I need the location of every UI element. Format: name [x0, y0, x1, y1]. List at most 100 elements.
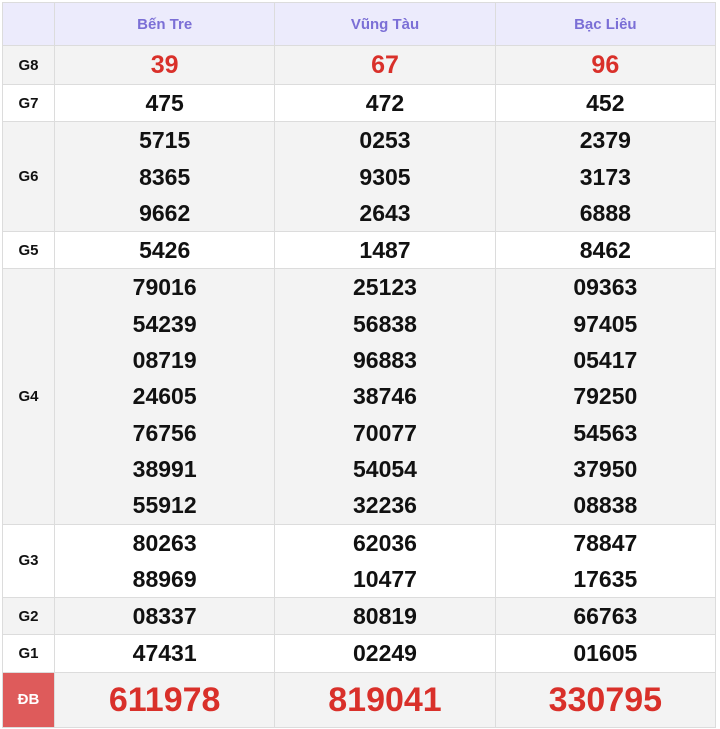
prize-number: 8462	[579, 237, 631, 264]
prize-cell: 80263 88969	[53, 523, 276, 599]
prize-cell: 47431	[53, 634, 276, 673]
prize-number: 10477	[353, 565, 417, 592]
prize-label: G8	[2, 45, 55, 85]
prize-number: 39	[150, 50, 179, 79]
prize-number: 1487	[359, 237, 411, 264]
prize-number: 38991	[132, 455, 197, 482]
prize-label: G3	[2, 523, 55, 599]
prize-number: 08719	[132, 347, 197, 374]
prize-number: 08337	[132, 603, 197, 630]
province-header: Bến Tre	[53, 2, 276, 46]
prize-number: 96	[591, 50, 620, 79]
prize-number: 55912	[132, 492, 197, 519]
prize-number: 9305	[359, 163, 411, 190]
prize-number: 78847	[573, 529, 638, 556]
prize-label: G5	[2, 231, 55, 270]
prize-number: 67	[371, 50, 399, 79]
prize-row: G6 5715 8365 9662 0253 9305 2643 2379 3173 6888	[2, 121, 717, 233]
prize-number: 97405	[573, 310, 638, 337]
prize-cell: 96	[494, 45, 717, 85]
prize-cell: 79016 54239 08719 24605 76756 38991 55912	[53, 268, 276, 525]
prize-cell: 819041	[274, 671, 496, 728]
prize-number: 54563	[573, 419, 638, 446]
prize-number: 0253	[359, 127, 411, 154]
prize-number: 9662	[139, 199, 191, 226]
prize-label: G2	[2, 597, 55, 636]
prize-number: 79250	[573, 383, 638, 410]
prize-number: 02249	[353, 640, 417, 667]
prize-cell: 01605	[494, 634, 717, 673]
prize-cell: 1487	[274, 231, 496, 270]
prize-row: G7 475 472 452	[2, 83, 717, 123]
prize-number: 17635	[573, 565, 638, 592]
prize-number: 5715	[139, 127, 191, 154]
prize-number: 62036	[353, 529, 417, 556]
prize-number: 330795	[548, 680, 663, 719]
prize-number: 54054	[353, 455, 417, 482]
header-row: Bến Tre Vũng Tàu Bạc Liêu	[2, 2, 717, 46]
prize-label: G1	[2, 634, 55, 673]
prize-cell: 2379 3173 6888	[494, 121, 717, 233]
prize-number: 5426	[139, 237, 191, 264]
prize-cell: 5426	[53, 231, 276, 270]
prize-number: 611978	[108, 680, 221, 719]
prize-cell: 67	[274, 45, 496, 85]
prize-number: 05417	[573, 347, 638, 374]
prize-cell: 0253 9305 2643	[274, 121, 496, 233]
prize-number: 32236	[353, 492, 417, 519]
prize-number: 66763	[573, 603, 638, 630]
prize-row: G2 08337 80819 66763	[2, 597, 717, 636]
province-header: Bạc Liêu	[494, 2, 717, 46]
prize-number: 47431	[132, 640, 197, 667]
prize-label: G6	[2, 121, 55, 233]
province-header: Vũng Tàu	[274, 2, 496, 46]
prize-cell: 452	[494, 83, 717, 123]
prize-number: 3173	[579, 163, 631, 190]
prize-number: 2643	[359, 199, 411, 226]
prize-number: 819041	[328, 680, 442, 719]
prize-number: 54239	[132, 310, 197, 337]
prize-row: ĐB 611978 819041 330795	[2, 671, 717, 728]
prize-number: 96883	[353, 347, 417, 374]
prize-cell: 80819	[274, 597, 496, 636]
prize-number: 475	[145, 90, 184, 116]
prize-number: 37950	[573, 455, 638, 482]
prize-cell: 5715 8365 9662	[53, 121, 276, 233]
prize-cell: 02249	[274, 634, 496, 673]
prize-number: 70077	[353, 419, 417, 446]
corner-cell	[2, 2, 55, 46]
prize-number: 88969	[132, 565, 197, 592]
prize-number: 38746	[353, 383, 417, 410]
prize-number: 79016	[132, 274, 197, 301]
prize-cell: 25123 56838 96883 38746 70077 54054 32236	[274, 268, 496, 525]
prize-number: 08838	[573, 492, 638, 519]
prize-cell: 8462	[494, 231, 717, 270]
prize-cell: 78847 17635	[494, 523, 717, 599]
prize-number: 6888	[579, 199, 631, 226]
prize-number: 76756	[132, 419, 197, 446]
prize-row: G4 79016 54239 08719 24605 76756 38991 55912 251…	[2, 268, 717, 525]
prize-cell: 62036 10477	[274, 523, 496, 599]
prize-number: 80819	[353, 603, 417, 630]
prize-number: 2379	[579, 127, 631, 154]
prize-number: 8365	[139, 163, 191, 190]
prize-row: G5 5426 1487 8462	[2, 231, 717, 270]
prize-number: 452	[586, 90, 625, 116]
prize-cell: 66763	[494, 597, 717, 636]
prize-cell: 330795	[494, 671, 717, 728]
prize-cell: 472	[274, 83, 496, 123]
prize-number: 80263	[132, 529, 197, 556]
prize-row: G3 80263 88969 62036 10477 78847 17635	[2, 523, 717, 599]
prize-number: 24605	[132, 383, 197, 410]
prize-label: G4	[2, 268, 55, 525]
prize-cell: 39	[53, 45, 276, 85]
prize-number: 09363	[573, 274, 638, 301]
prize-number: 472	[365, 90, 405, 116]
prize-number: 25123	[353, 274, 417, 301]
prize-row: G1 47431 02249 01605	[2, 634, 717, 673]
prize-cell: 611978	[53, 671, 276, 728]
prize-row: G8 39 67 96	[2, 45, 717, 85]
prize-label: G7	[2, 83, 55, 123]
prize-number: 01605	[573, 640, 638, 667]
